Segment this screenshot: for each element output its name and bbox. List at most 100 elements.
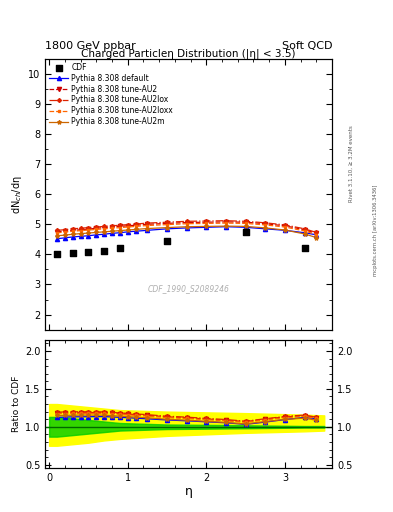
CDF (85, 248, 92, 256)
Pythia 8.308 tune-AU2m (118, 227, 122, 233)
Pythia 8.308 tune-AU2lox (62, 227, 67, 233)
Text: Soft QCD: Soft QCD (282, 41, 332, 51)
Pythia 8.308 tune-AU2m (133, 226, 138, 232)
Pythia 8.308 tune-AU2 (165, 220, 169, 226)
Pythia 8.308 tune-AU2loxx (133, 223, 138, 229)
Pythia 8.308 tune-AU2loxx (224, 220, 228, 226)
Pythia 8.308 tune-AU2m (204, 223, 209, 229)
Pythia 8.308 tune-AU2loxx (184, 221, 189, 227)
Pythia 8.308 tune-AU2m (184, 224, 189, 230)
Line: Pythia 8.308 tune-AU2m: Pythia 8.308 tune-AU2m (55, 224, 318, 240)
Pythia 8.308 tune-AU2loxx (94, 226, 99, 232)
Pythia 8.308 tune-AU2loxx (55, 230, 59, 236)
Pythia 8.308 tune-AU2 (94, 225, 99, 231)
Pythia 8.308 default (314, 232, 319, 238)
CDF (101, 247, 107, 255)
Pythia 8.308 tune-AU2 (224, 219, 228, 225)
Pythia 8.308 tune-AU2lox (204, 218, 209, 224)
Pythia 8.308 tune-AU2loxx (204, 220, 209, 226)
Pythia 8.308 tune-AU2lox (102, 223, 107, 229)
Pythia 8.308 tune-AU2loxx (70, 228, 75, 234)
Pythia 8.308 tune-AU2 (243, 219, 248, 225)
Pythia 8.308 tune-AU2lox (184, 218, 189, 224)
Text: CDF_1990_S2089246: CDF_1990_S2089246 (148, 285, 230, 293)
Pythia 8.308 default (94, 232, 99, 238)
Pythia 8.308 tune-AU2m (243, 223, 248, 229)
Pythia 8.308 tune-AU2lox (70, 226, 75, 232)
Pythia 8.308 tune-AU2m (70, 231, 75, 237)
Y-axis label: dN$_{ch}$/dη: dN$_{ch}$/dη (10, 175, 24, 214)
Pythia 8.308 default (110, 230, 114, 237)
Pythia 8.308 default (184, 225, 189, 231)
Pythia 8.308 tune-AU2m (86, 230, 91, 236)
Pythia 8.308 tune-AU2lox (263, 220, 268, 226)
Pythia 8.308 tune-AU2lox (78, 225, 83, 231)
Pythia 8.308 tune-AU2lox (118, 222, 122, 228)
Pythia 8.308 tune-AU2 (62, 228, 67, 234)
Pythia 8.308 tune-AU2loxx (62, 229, 67, 235)
Pythia 8.308 tune-AU2loxx (165, 222, 169, 228)
Pythia 8.308 tune-AU2 (110, 224, 114, 230)
Pythia 8.308 tune-AU2m (165, 225, 169, 231)
Text: Rivet 3.1.10, ≥ 3.2M events: Rivet 3.1.10, ≥ 3.2M events (349, 125, 354, 202)
Text: mcplots.cern.ch [arXiv:1306.3436]: mcplots.cern.ch [arXiv:1306.3436] (373, 185, 378, 276)
Pythia 8.308 tune-AU2loxx (86, 227, 91, 233)
Pythia 8.308 tune-AU2m (314, 234, 319, 241)
Pythia 8.308 tune-AU2 (86, 226, 91, 232)
Pythia 8.308 tune-AU2 (55, 229, 59, 235)
Pythia 8.308 tune-AU2lox (94, 224, 99, 230)
Pythia 8.308 tune-AU2 (78, 227, 83, 233)
Pythia 8.308 tune-AU2lox (55, 227, 59, 233)
Pythia 8.308 tune-AU2m (78, 230, 83, 237)
Pythia 8.308 default (165, 226, 169, 232)
Pythia 8.308 default (102, 231, 107, 237)
Pythia 8.308 tune-AU2 (125, 223, 130, 229)
Pythia 8.308 tune-AU2loxx (125, 224, 130, 230)
Pythia 8.308 tune-AU2loxx (283, 224, 287, 230)
CDF (70, 249, 76, 257)
Pythia 8.308 tune-AU2m (55, 232, 59, 239)
Pythia 8.308 default (224, 224, 228, 230)
CDF (117, 244, 123, 252)
Pythia 8.308 tune-AU2loxx (243, 220, 248, 226)
Pythia 8.308 tune-AU2m (145, 225, 150, 231)
Pythia 8.308 tune-AU2lox (86, 225, 91, 231)
Pythia 8.308 default (204, 224, 209, 230)
X-axis label: η: η (185, 485, 193, 498)
Pythia 8.308 tune-AU2 (102, 225, 107, 231)
Pythia 8.308 tune-AU2lox (145, 220, 150, 226)
Pythia 8.308 tune-AU2m (125, 227, 130, 233)
Pythia 8.308 tune-AU2 (184, 220, 189, 226)
Text: 1800 GeV ppbar: 1800 GeV ppbar (45, 41, 136, 51)
Pythia 8.308 tune-AU2m (302, 231, 307, 237)
Pythia 8.308 tune-AU2lox (133, 221, 138, 227)
Pythia 8.308 tune-AU2 (204, 219, 209, 225)
Y-axis label: Ratio to CDF: Ratio to CDF (12, 376, 21, 432)
Pythia 8.308 tune-AU2loxx (145, 222, 150, 228)
Pythia 8.308 default (125, 229, 130, 235)
Pythia 8.308 tune-AU2m (62, 232, 67, 238)
Pythia 8.308 tune-AU2 (314, 230, 319, 237)
Pythia 8.308 tune-AU2m (263, 225, 268, 231)
Line: Pythia 8.308 tune-AU2loxx: Pythia 8.308 tune-AU2loxx (55, 222, 318, 236)
Pythia 8.308 default (145, 227, 150, 233)
Pythia 8.308 tune-AU2lox (314, 229, 319, 236)
Pythia 8.308 tune-AU2lox (110, 223, 114, 229)
Pythia 8.308 tune-AU2m (110, 228, 114, 234)
Pythia 8.308 tune-AU2lox (125, 222, 130, 228)
Pythia 8.308 tune-AU2lox (302, 226, 307, 232)
Pythia 8.308 default (55, 236, 59, 242)
Pythia 8.308 default (70, 234, 75, 240)
Legend: CDF, Pythia 8.308 default, Pythia 8.308 tune-AU2, Pythia 8.308 tune-AU2lox, Pyth: CDF, Pythia 8.308 default, Pythia 8.308 … (48, 61, 174, 128)
Pythia 8.308 default (263, 226, 268, 232)
Pythia 8.308 tune-AU2lox (283, 222, 287, 228)
Pythia 8.308 tune-AU2loxx (110, 225, 114, 231)
Pythia 8.308 tune-AU2lox (165, 219, 169, 225)
Pythia 8.308 tune-AU2loxx (314, 231, 319, 238)
CDF (164, 237, 170, 245)
Pythia 8.308 default (133, 228, 138, 234)
Pythia 8.308 tune-AU2 (70, 227, 75, 233)
Pythia 8.308 tune-AU2loxx (302, 228, 307, 234)
Line: Pythia 8.308 tune-AU2lox: Pythia 8.308 tune-AU2lox (55, 219, 318, 234)
Pythia 8.308 tune-AU2loxx (78, 227, 83, 233)
